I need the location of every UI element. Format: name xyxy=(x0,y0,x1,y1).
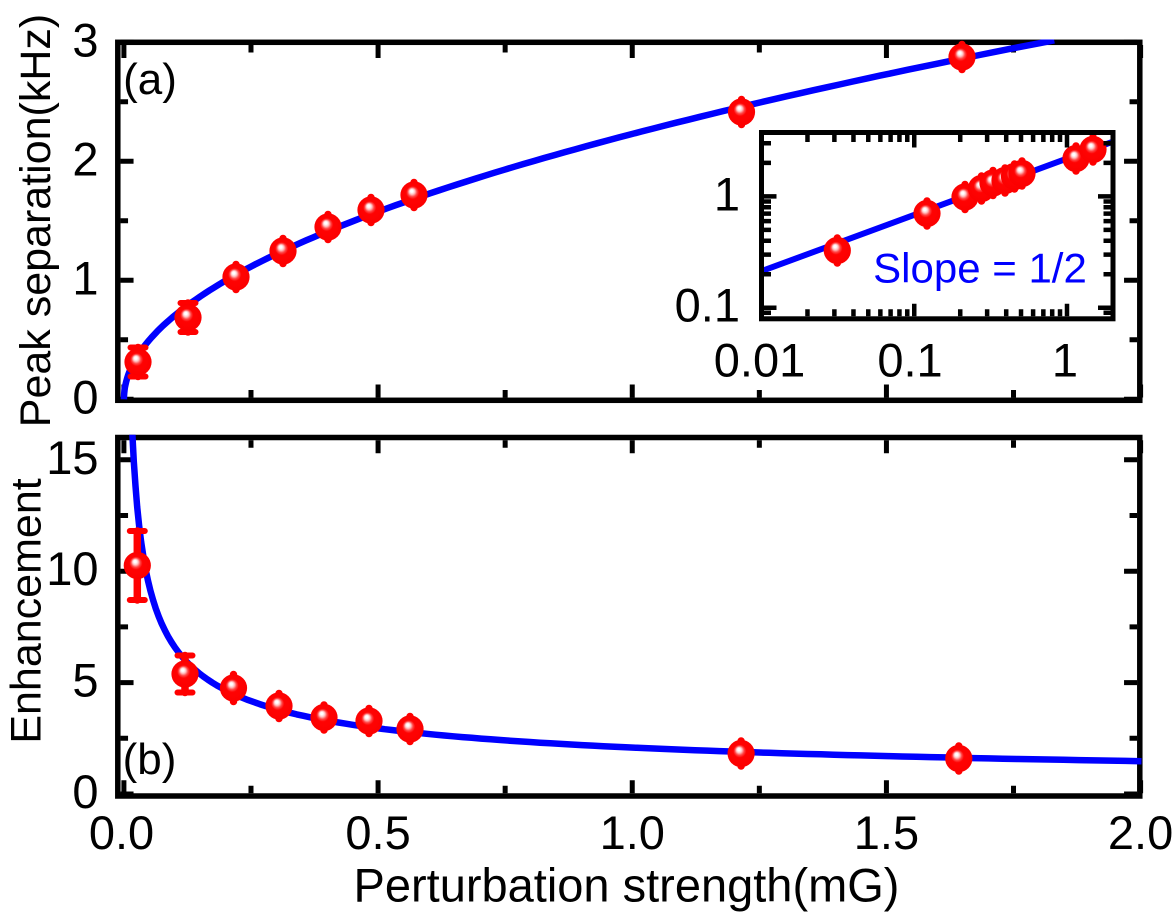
svg-text:1.0: 1.0 xyxy=(600,806,665,859)
svg-text:15: 15 xyxy=(46,431,98,484)
svg-text:Slope = 1/2: Slope = 1/2 xyxy=(873,245,1087,292)
svg-text:3: 3 xyxy=(72,13,98,66)
svg-text:1: 1 xyxy=(1052,334,1078,387)
svg-text:2: 2 xyxy=(72,132,98,185)
svg-text:(b): (b) xyxy=(123,735,177,784)
svg-text:0: 0 xyxy=(72,765,98,818)
svg-text:2.0: 2.0 xyxy=(1108,806,1173,859)
svg-text:1.5: 1.5 xyxy=(854,806,919,859)
svg-text:(a): (a) xyxy=(123,55,177,104)
svg-text:0.5: 0.5 xyxy=(345,806,410,859)
svg-text:1: 1 xyxy=(72,251,98,304)
svg-text:0: 0 xyxy=(72,370,98,423)
svg-text:Enhancement: Enhancement xyxy=(3,478,51,743)
svg-text:1: 1 xyxy=(714,167,740,220)
svg-text:0.1: 0.1 xyxy=(675,279,740,332)
svg-text:0.01: 0.01 xyxy=(714,334,805,387)
svg-text:Perturbation strength(mG): Perturbation strength(mG) xyxy=(354,859,900,912)
svg-text:Peak separation(kHz): Peak separation(kHz) xyxy=(12,14,60,427)
svg-text:10: 10 xyxy=(46,542,98,595)
svg-text:5: 5 xyxy=(72,654,98,707)
svg-text:0.1: 0.1 xyxy=(877,334,942,387)
svg-text:0.0: 0.0 xyxy=(89,806,154,859)
